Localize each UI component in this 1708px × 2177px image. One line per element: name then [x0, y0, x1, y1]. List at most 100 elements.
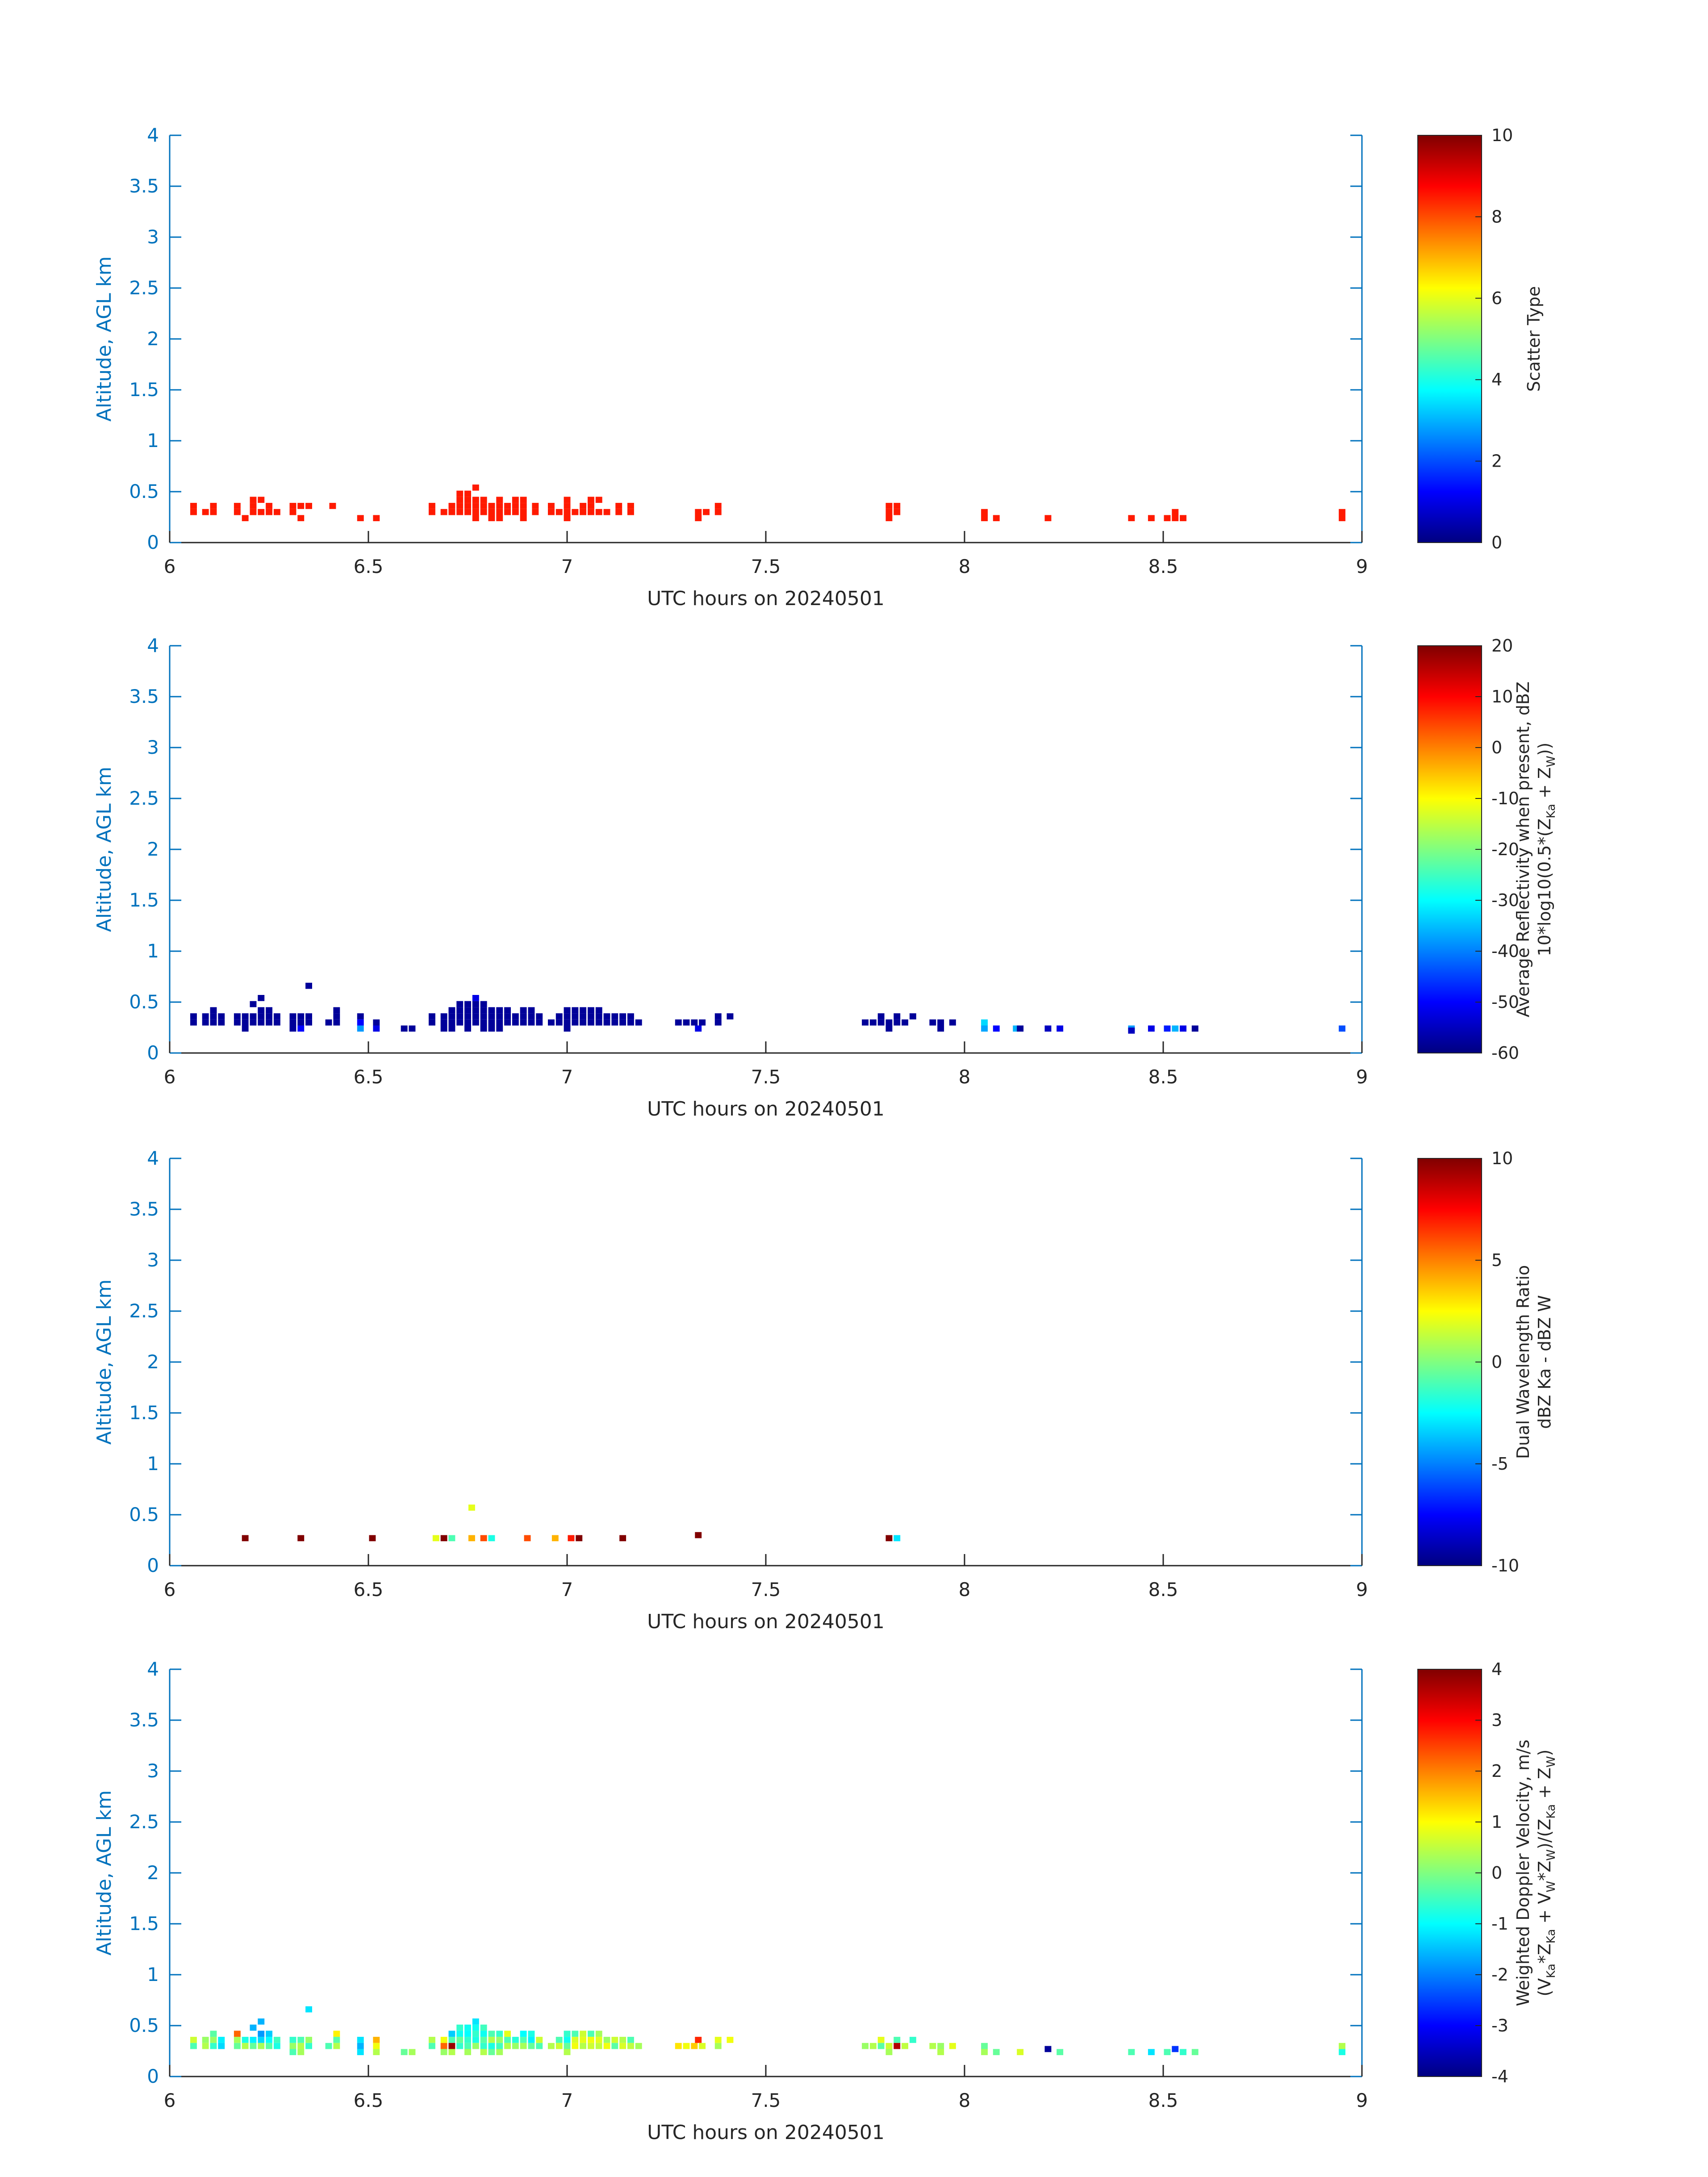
data-cell — [190, 2043, 197, 2049]
x-tick-label: 6.5 — [354, 556, 384, 577]
data-cell — [1164, 2049, 1171, 2056]
data-cell — [635, 2043, 642, 2049]
data-cell — [456, 509, 464, 515]
x-tick-label: 7.5 — [751, 2089, 781, 2111]
data-cell — [1180, 2049, 1186, 2056]
data-cell — [218, 2043, 225, 2049]
y-tick-label: 1 — [147, 1964, 159, 1985]
data-cell — [691, 2043, 698, 2049]
data-cell — [456, 2043, 464, 2049]
data-cell — [1148, 2049, 1155, 2056]
data-cell — [242, 515, 249, 522]
colorbar-tick-label: -20 — [1491, 840, 1519, 859]
data-cell — [1172, 515, 1179, 522]
data-cell — [595, 1013, 602, 1020]
data-cell — [520, 1013, 527, 1020]
data-cell — [488, 515, 495, 522]
data-cell — [258, 2018, 265, 2025]
data-cell — [210, 509, 217, 515]
y-tick-label: 1.5 — [129, 1402, 159, 1424]
x-axis-label: UTC hours on 20240501 — [647, 2121, 885, 2144]
data-cell — [297, 2043, 305, 2049]
data-cell — [548, 509, 555, 515]
data-cell — [683, 2043, 690, 2049]
data-cell — [472, 485, 479, 491]
data-cell — [258, 995, 265, 1001]
data-cell — [993, 2049, 1000, 2056]
y-tick-label: 2.5 — [129, 1811, 159, 1833]
data-cell — [885, 1019, 893, 1026]
data-cell — [714, 503, 722, 509]
data-cell — [695, 515, 702, 522]
data-cell — [468, 1535, 475, 1542]
data-cell — [572, 2037, 579, 2043]
data-cell — [273, 1019, 280, 1026]
data-cell — [273, 509, 280, 515]
data-cell — [250, 2037, 257, 2043]
data-cell — [894, 2043, 901, 2049]
data-cell — [929, 2043, 936, 2049]
data-cell — [488, 1013, 495, 1020]
data-cell — [691, 1019, 698, 1026]
x-tick-label: 6.5 — [354, 1579, 384, 1600]
data-cell — [619, 2037, 626, 2043]
data-cell — [488, 1019, 495, 1026]
data-cell — [480, 497, 487, 503]
y-tick-label: 2.5 — [129, 277, 159, 299]
data-cell — [520, 1019, 527, 1026]
y-tick-label: 2 — [147, 328, 159, 350]
data-cell — [937, 2049, 944, 2056]
data-cell — [572, 2031, 579, 2037]
data-cell — [464, 1001, 471, 1007]
data-cell — [564, 2037, 571, 2043]
data-cell — [568, 1535, 575, 1542]
data-cell — [456, 2024, 464, 2031]
data-cell — [504, 2037, 511, 2043]
data-cell — [234, 1019, 241, 1026]
data-cell — [488, 1535, 495, 1542]
data-cell — [1180, 515, 1186, 522]
colorbar-label: Scatter Type — [1524, 286, 1544, 392]
data-cell — [885, 503, 893, 509]
y-tick-label: 0.5 — [129, 481, 159, 502]
data-cell — [894, 2037, 901, 2043]
data-cell — [520, 1007, 527, 1014]
y-tick-label: 1 — [147, 940, 159, 962]
data-cell — [472, 2031, 479, 2037]
data-cell — [190, 503, 197, 509]
data-cell — [409, 2049, 416, 2056]
data-cell — [1044, 2046, 1052, 2052]
data-cell — [333, 2037, 340, 2043]
data-cell — [456, 1001, 464, 1007]
data-cell — [333, 2031, 340, 2037]
data-cell — [1148, 1025, 1155, 1032]
x-tick-label: 6 — [164, 556, 176, 577]
colorbar-tick-label: -5 — [1491, 1454, 1508, 1474]
y-tick-label: 3 — [147, 736, 159, 758]
data-cell — [1148, 515, 1155, 522]
x-tick-label: 7 — [561, 556, 573, 577]
data-cell — [894, 1013, 901, 1020]
data-cell — [885, 1025, 893, 1032]
data-cell — [357, 515, 364, 522]
data-cell — [885, 509, 893, 515]
data-cell — [496, 503, 503, 509]
data-cell — [1164, 515, 1171, 522]
colorbar-gradient — [1417, 1158, 1482, 1566]
data-cell — [1044, 515, 1052, 522]
data-cell — [536, 1013, 543, 1020]
data-cell — [635, 1019, 642, 1026]
data-cell — [588, 1007, 594, 1014]
data-cell — [699, 2043, 706, 2049]
data-cells — [190, 485, 1345, 522]
data-cell — [258, 509, 265, 515]
data-cell — [448, 1013, 455, 1020]
data-cell — [456, 1013, 464, 1020]
data-cell — [981, 1019, 988, 1026]
data-cell — [532, 509, 539, 515]
data-cell — [448, 509, 455, 515]
y-tick-label: 3.5 — [129, 1709, 159, 1731]
colorbar-gradient — [1417, 645, 1482, 1053]
data-cell — [572, 1013, 579, 1020]
data-cell — [325, 1019, 332, 1026]
